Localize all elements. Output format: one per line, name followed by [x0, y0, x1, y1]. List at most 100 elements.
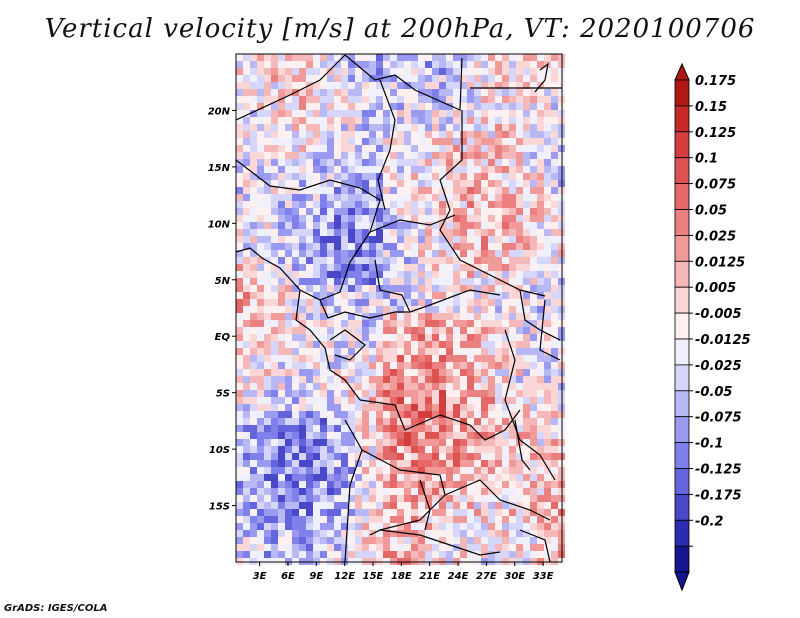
- field-cell: [516, 264, 523, 271]
- field-cell: [341, 229, 348, 236]
- field-cell: [481, 313, 488, 320]
- field-cell: [341, 299, 348, 306]
- field-cell: [453, 418, 460, 425]
- field-cell: [516, 82, 523, 89]
- field-cell: [250, 313, 257, 320]
- field-cell: [453, 180, 460, 187]
- field-cell: [236, 201, 243, 208]
- field-cell: [425, 523, 432, 530]
- field-cell: [306, 446, 313, 453]
- field-cell: [271, 453, 278, 460]
- field-cell: [299, 299, 306, 306]
- field-cell: [334, 509, 341, 516]
- field-cell: [278, 362, 285, 369]
- field-cell: [439, 509, 446, 516]
- field-cell: [383, 397, 390, 404]
- field-cell: [257, 537, 264, 544]
- field-cell: [250, 215, 257, 222]
- field-cell: [425, 306, 432, 313]
- field-cell: [376, 187, 383, 194]
- field-cell: [425, 131, 432, 138]
- field-cell: [390, 495, 397, 502]
- field-cell: [411, 292, 418, 299]
- field-cell: [488, 61, 495, 68]
- field-cell: [320, 159, 327, 166]
- field-cell: [334, 544, 341, 551]
- field-cell: [516, 320, 523, 327]
- field-cell: [523, 537, 530, 544]
- field-cell: [509, 208, 516, 215]
- field-cell: [390, 145, 397, 152]
- field-cell: [425, 516, 432, 523]
- field-cell: [516, 313, 523, 320]
- field-cell: [383, 215, 390, 222]
- field-cell: [523, 103, 530, 110]
- field-cell: [523, 397, 530, 404]
- field-cell: [432, 117, 439, 124]
- field-cell: [481, 187, 488, 194]
- field-cell: [299, 173, 306, 180]
- field-cell: [418, 362, 425, 369]
- field-cell: [271, 110, 278, 117]
- field-cell: [467, 453, 474, 460]
- field-cell: [390, 397, 397, 404]
- field-cell: [460, 299, 467, 306]
- field-cell: [425, 278, 432, 285]
- field-cell: [257, 495, 264, 502]
- field-cell: [460, 250, 467, 257]
- field-cell: [502, 460, 509, 467]
- field-cell: [236, 516, 243, 523]
- field-cell: [558, 103, 565, 110]
- field-cell: [313, 173, 320, 180]
- field-cell: [481, 54, 488, 61]
- field-cell: [383, 75, 390, 82]
- field-cell: [418, 159, 425, 166]
- field-cell: [537, 243, 544, 250]
- field-cell: [558, 530, 565, 537]
- field-cell: [439, 243, 446, 250]
- field-cell: [285, 243, 292, 250]
- field-cell: [264, 341, 271, 348]
- field-cell: [355, 530, 362, 537]
- field-cell: [236, 138, 243, 145]
- field-cell: [278, 278, 285, 285]
- field-cell: [516, 404, 523, 411]
- field-cell: [530, 390, 537, 397]
- field-cell: [558, 124, 565, 131]
- field-cell: [453, 138, 460, 145]
- field-cell: [411, 117, 418, 124]
- field-cell: [460, 495, 467, 502]
- field-cell: [551, 313, 558, 320]
- field-cell: [537, 425, 544, 432]
- field-cell: [516, 453, 523, 460]
- field-cell: [327, 390, 334, 397]
- field-cell: [257, 334, 264, 341]
- field-cell: [369, 516, 376, 523]
- field-cell: [299, 411, 306, 418]
- field-cell: [488, 397, 495, 404]
- field-cell: [467, 292, 474, 299]
- field-cell: [257, 418, 264, 425]
- field-cell: [516, 467, 523, 474]
- field-cell: [397, 397, 404, 404]
- field-cell: [516, 124, 523, 131]
- field-cell: [551, 558, 558, 565]
- field-cell: [243, 418, 250, 425]
- field-cell: [320, 208, 327, 215]
- field-cell: [439, 362, 446, 369]
- field-cell: [236, 453, 243, 460]
- field-cell: [481, 250, 488, 257]
- field-cell: [481, 348, 488, 355]
- field-cell: [327, 516, 334, 523]
- field-cell: [362, 82, 369, 89]
- field-cell: [334, 201, 341, 208]
- field-cell: [544, 229, 551, 236]
- field-cell: [460, 390, 467, 397]
- field-cell: [558, 159, 565, 166]
- field-cell: [439, 411, 446, 418]
- field-cell: [404, 551, 411, 558]
- field-cell: [397, 187, 404, 194]
- lon-label: 27E: [476, 571, 497, 582]
- field-cell: [320, 278, 327, 285]
- field-cell: [320, 229, 327, 236]
